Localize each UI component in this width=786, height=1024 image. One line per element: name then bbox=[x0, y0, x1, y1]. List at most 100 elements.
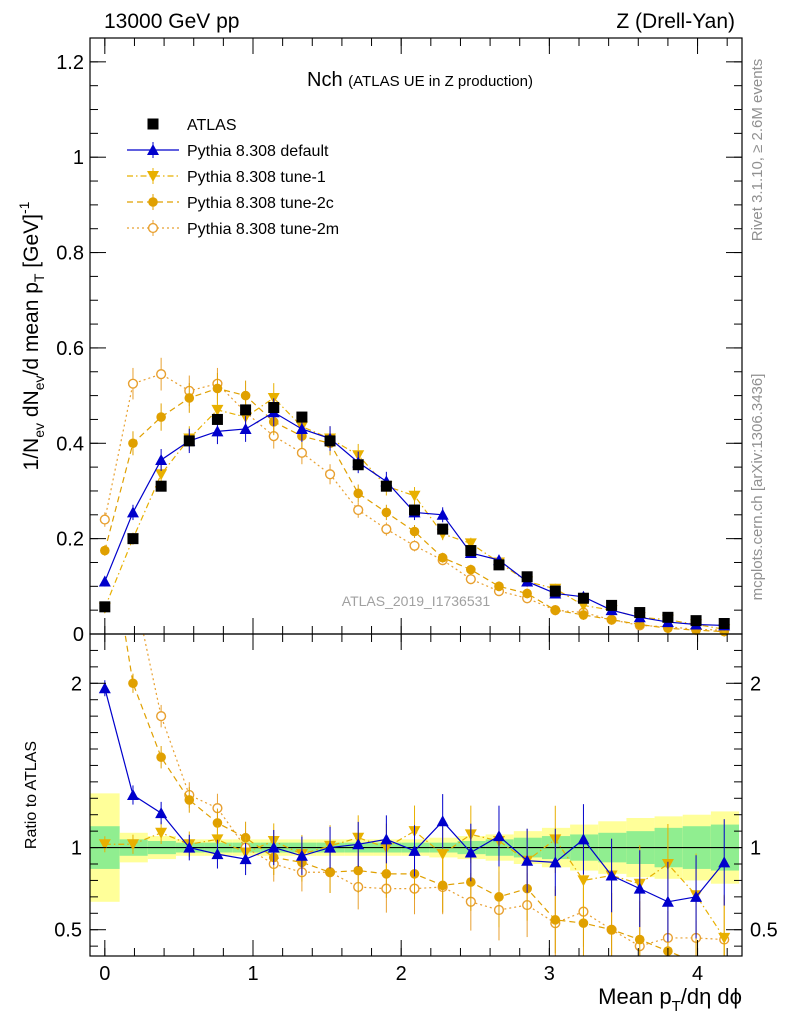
tune2c-point bbox=[100, 545, 110, 556]
x-label-part: T bbox=[672, 998, 681, 1015]
main-series bbox=[98, 357, 731, 637]
ratio-y-tick-label-right: 2 bbox=[750, 673, 761, 695]
tune2m-point bbox=[381, 524, 392, 535]
main-y-tick-label: 0.4 bbox=[56, 433, 84, 455]
plot-title-sub: (ATLAS UE in Z production) bbox=[348, 73, 533, 90]
default-ratio-point bbox=[295, 849, 308, 861]
default-point bbox=[239, 422, 252, 434]
tune2c-ratio-point bbox=[550, 915, 561, 925]
default-ratio-point bbox=[436, 815, 449, 827]
ratio-y-axis-label: Ratio to ATLAS bbox=[23, 741, 40, 849]
default-ratio-point bbox=[380, 833, 393, 845]
tune2m-point bbox=[324, 469, 336, 480]
main-y-tick-label: 1 bbox=[73, 147, 84, 169]
default-ratio-point bbox=[661, 895, 674, 907]
tune1-ratio-point bbox=[98, 839, 111, 851]
x-tick-label: 1 bbox=[247, 963, 258, 985]
tune2m-point bbox=[296, 447, 308, 458]
ratio-y-tick-label: 1 bbox=[71, 838, 82, 860]
atlas-point bbox=[409, 504, 421, 516]
atlas-point bbox=[634, 607, 646, 619]
tune2c-point bbox=[550, 605, 561, 615]
legend-marker bbox=[147, 118, 159, 130]
ratio-panel: 0.5 0.5 1 1 2 2 0 1 2 3 4 Ratio to ATLAS Mean pT/d… bbox=[23, 580, 778, 1015]
main-y-axis-label: 1/Nev dNev/d mean pT [GeV]-1 bbox=[16, 201, 47, 470]
tune2c-point bbox=[409, 526, 420, 537]
main-y-tick-label: 1.2 bbox=[56, 52, 84, 74]
atlas-point bbox=[324, 435, 336, 447]
tune2c-point bbox=[606, 614, 617, 625]
ratio-y-tick-label: 2 bbox=[71, 673, 82, 695]
ratio-y-tick-label-right: 0.5 bbox=[750, 920, 778, 942]
main-y-label-part: T bbox=[31, 273, 47, 282]
watermark: ATLAS_2019_I1736531 bbox=[342, 593, 491, 609]
default-ratio-point bbox=[324, 841, 337, 853]
ratio-clipped bbox=[98, 580, 731, 956]
default-ratio-point bbox=[126, 789, 139, 800]
tune2m-ratio-point bbox=[156, 711, 167, 722]
tune1-ratio-point bbox=[718, 932, 731, 944]
tune2c-ratio-point bbox=[578, 918, 589, 928]
atlas-point bbox=[521, 571, 533, 583]
tune2c-ratio-point bbox=[381, 869, 392, 879]
tune2c-ratio-point bbox=[212, 818, 223, 828]
x-axis-label: Mean pT/dη dϕ bbox=[598, 984, 742, 1015]
atlas-point bbox=[493, 559, 505, 571]
tune2c-point bbox=[156, 412, 166, 422]
tune2c-ratio-point bbox=[184, 795, 195, 805]
tune2c-point bbox=[128, 438, 138, 449]
ratio-frame bbox=[89, 633, 743, 957]
default-point bbox=[155, 453, 168, 465]
series-tune2c bbox=[100, 372, 730, 637]
default-ratio-point bbox=[267, 841, 280, 853]
main-y-tick-label: 0 bbox=[73, 624, 84, 646]
default-point bbox=[211, 425, 224, 437]
tune2m-line bbox=[104, 373, 725, 631]
ratio-series bbox=[98, 580, 731, 956]
default-point bbox=[436, 508, 449, 520]
default-ratio-point bbox=[718, 856, 731, 868]
atlas-point bbox=[718, 618, 730, 630]
tune2c-ratio-point bbox=[494, 892, 504, 902]
legend-marker bbox=[148, 197, 158, 207]
default-ratio-point bbox=[408, 844, 421, 856]
atlas-point bbox=[662, 611, 674, 623]
atlas-point bbox=[380, 480, 392, 492]
default-ratio-point bbox=[549, 856, 562, 868]
tune2m-point bbox=[353, 504, 364, 516]
tune2m-point bbox=[127, 378, 139, 389]
tune1-ratio-point bbox=[577, 875, 590, 887]
tune2c-point bbox=[437, 552, 448, 563]
main-y-label-part: dN bbox=[20, 390, 43, 423]
default-ratio-point bbox=[239, 853, 252, 865]
legend-item-atlas: ATLAS bbox=[147, 117, 237, 134]
tune2m-ratio-point bbox=[129, 580, 138, 589]
tune2c-ratio-point bbox=[606, 924, 617, 935]
tune1-ratio-line bbox=[104, 830, 725, 939]
plot-title-main: Nch bbox=[307, 69, 343, 91]
tune2c-point bbox=[381, 507, 392, 518]
legend-label: Pythia 8.308 default bbox=[187, 143, 329, 160]
legend-item-tune2c: Pythia 8.308 tune-2c bbox=[127, 194, 334, 212]
atlas-point bbox=[240, 404, 252, 416]
default-point bbox=[126, 506, 139, 518]
ratio-y-tick-label-right: 1 bbox=[750, 838, 761, 860]
legend-item-tune2m: Pythia 8.308 tune-2m bbox=[127, 220, 339, 238]
tune2c-ratio-point bbox=[353, 865, 364, 876]
default-ratio-point bbox=[605, 869, 618, 881]
atlas-point bbox=[99, 601, 111, 613]
tune2c-point bbox=[240, 390, 251, 401]
legend-label: Pythia 8.308 tune-2m bbox=[187, 221, 339, 238]
default-ratio-point bbox=[183, 841, 196, 853]
atlas-point bbox=[606, 599, 618, 611]
tune1-ratio-point bbox=[155, 827, 168, 839]
header-left: 13000 GeV pp bbox=[104, 10, 239, 33]
tune2c-point bbox=[522, 588, 532, 599]
legend-marker bbox=[147, 222, 159, 234]
atlas-point bbox=[549, 585, 561, 597]
tune2c-point bbox=[184, 393, 195, 403]
default-point bbox=[295, 422, 308, 434]
tune2m-point bbox=[465, 574, 476, 585]
ratio-ticks: 0.5 0.5 1 1 2 2 0 1 2 3 4 bbox=[54, 634, 778, 985]
x-label-part: /dη dϕ bbox=[681, 984, 742, 1009]
